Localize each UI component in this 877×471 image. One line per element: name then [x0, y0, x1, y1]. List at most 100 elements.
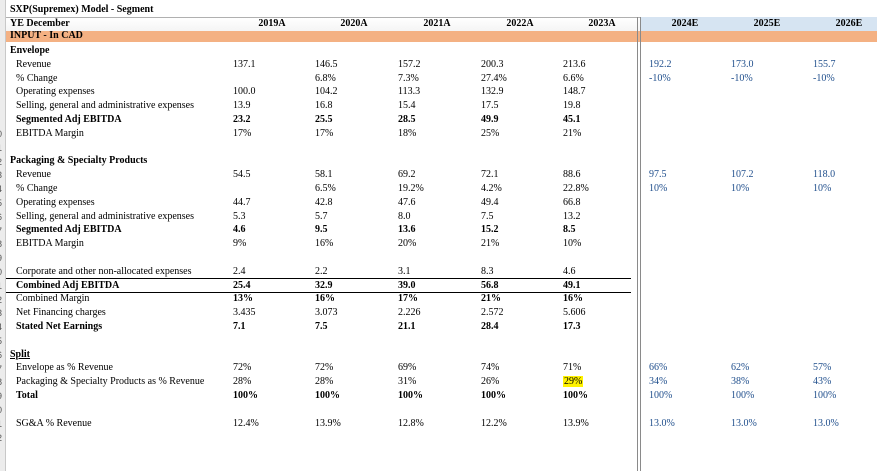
value-cell[interactable]: 100% — [233, 390, 258, 401]
row-label[interactable]: Split — [10, 348, 31, 360]
value-cell[interactable]: 146.5 — [315, 58, 338, 70]
projection-cell[interactable]: 43% — [813, 376, 832, 388]
value-cell[interactable]: 17.3 — [563, 321, 581, 332]
value-cell[interactable]: 28% — [315, 376, 334, 388]
value-cell[interactable]: 8.5 — [563, 224, 576, 236]
row-label[interactable]: Corporate and other non-allocated expens… — [16, 265, 192, 277]
value-cell[interactable]: 25.4 — [233, 279, 251, 291]
value-cell[interactable]: 6.5% — [315, 183, 336, 194]
row-number[interactable]: 5 — [0, 335, 5, 348]
value-cell[interactable]: 7.3% — [398, 72, 419, 84]
row-label[interactable]: Net Financing charges — [16, 307, 106, 319]
value-cell[interactable]: 66.8 — [563, 196, 581, 208]
projection-cell[interactable]: 62% — [731, 362, 750, 374]
projection-cell[interactable]: -10% — [649, 72, 671, 84]
value-cell[interactable]: 23.2 — [233, 114, 251, 125]
row-label[interactable]: Envelope — [10, 45, 50, 56]
year-header-2026e[interactable]: 2026E — [835, 18, 863, 29]
row-label[interactable]: Combined Margin — [16, 293, 90, 305]
row-number[interactable]: 0 — [0, 404, 5, 417]
value-cell[interactable]: 137.1 — [233, 58, 256, 70]
value-cell[interactable]: 71% — [563, 362, 582, 374]
value-cell[interactable]: 2.4 — [233, 265, 246, 277]
value-cell[interactable]: 21.1 — [398, 321, 416, 332]
row-label[interactable]: Revenue — [16, 169, 51, 181]
row-label[interactable]: Revenue — [16, 58, 51, 70]
value-cell[interactable]: 13.9% — [563, 417, 589, 429]
value-cell[interactable]: 10% — [563, 238, 582, 250]
projection-cell[interactable]: 57% — [813, 362, 832, 374]
value-cell[interactable]: 7.5 — [315, 321, 328, 332]
row-label[interactable]: Stated Net Earnings — [16, 321, 103, 332]
projection-cell[interactable]: 38% — [731, 376, 750, 388]
projection-cell[interactable]: 173.0 — [731, 58, 754, 70]
value-cell[interactable]: 2.2 — [315, 265, 328, 277]
value-cell[interactable]: 3.1 — [398, 265, 411, 277]
value-cell[interactable]: 13.6 — [398, 224, 416, 236]
year-header-2021a[interactable]: 2021A — [423, 18, 451, 29]
value-cell[interactable]: 21% — [481, 238, 500, 250]
row-number[interactable]: 7 — [0, 363, 5, 376]
row-label[interactable]: Total — [16, 390, 38, 401]
value-cell[interactable]: 25.5 — [315, 114, 333, 125]
year-header-2023a[interactable]: 2023A — [588, 18, 616, 29]
year-header-2025e[interactable]: 2025E — [753, 18, 781, 29]
row-label[interactable]: Selling, general and administrative expe… — [16, 210, 195, 222]
value-cell[interactable]: 27.4% — [481, 72, 507, 84]
value-cell[interactable]: 13% — [233, 293, 253, 305]
row-number[interactable]: 1 — [0, 142, 5, 155]
value-cell[interactable]: 28% — [233, 376, 252, 388]
projection-cell[interactable]: 10% — [813, 183, 832, 194]
value-cell[interactable]: 7.1 — [233, 321, 246, 332]
row-number[interactable]: 8 — [0, 238, 5, 251]
row-number[interactable]: 0 — [0, 128, 5, 141]
row-label[interactable]: Combined Adj EBITDA — [16, 279, 120, 291]
row-number[interactable]: 9 — [0, 390, 5, 403]
projection-cell[interactable]: 192.2 — [649, 58, 672, 70]
value-cell[interactable]: 28.4 — [481, 321, 499, 332]
projection-cell[interactable]: -10% — [731, 72, 753, 84]
value-cell[interactable]: 16% — [563, 293, 583, 305]
value-cell[interactable]: 72.1 — [481, 169, 499, 181]
value-cell[interactable]: 5.3 — [233, 210, 246, 222]
value-cell[interactable]: 49.4 — [481, 196, 499, 208]
row-number[interactable]: 9 — [0, 252, 5, 265]
value-cell[interactable]: 4.6 — [563, 265, 576, 277]
value-cell[interactable]: 17.5 — [481, 100, 499, 112]
projection-cell[interactable]: 10% — [649, 183, 668, 194]
value-cell[interactable]: 19.8 — [563, 100, 581, 112]
value-cell[interactable]: 15.4 — [398, 100, 416, 112]
row-number[interactable]: 3 — [0, 307, 5, 320]
value-cell[interactable]: 100% — [315, 390, 340, 401]
value-cell[interactable]: 16.8 — [315, 100, 333, 112]
value-cell[interactable]: 72% — [233, 362, 252, 374]
value-cell[interactable]: 56.8 — [481, 279, 499, 291]
row-number[interactable]: 1 — [0, 280, 5, 293]
value-cell[interactable]: 32.9 — [315, 279, 333, 291]
row-label[interactable]: SG&A % Revenue — [16, 417, 92, 429]
value-cell[interactable]: 148.7 — [563, 86, 586, 98]
value-cell[interactable]: 20% — [398, 238, 417, 250]
value-cell[interactable]: 44.7 — [233, 196, 251, 208]
value-cell[interactable]: 25% — [481, 127, 500, 139]
year-header-2019a[interactable]: 2019A — [258, 18, 286, 29]
row-number[interactable]: 2 — [0, 294, 5, 307]
row-number[interactable]: 1 — [0, 418, 5, 431]
row-number[interactable]: 4 — [0, 321, 5, 334]
projection-cell[interactable]: 100% — [649, 390, 673, 401]
value-cell[interactable]: 5.606 — [563, 307, 586, 319]
value-cell[interactable]: 9.5 — [315, 224, 328, 236]
row-number[interactable]: 6 — [0, 211, 5, 224]
value-cell[interactable]: 54.5 — [233, 169, 251, 181]
projection-cell[interactable]: -10% — [813, 72, 835, 84]
value-cell[interactable]: 5.7 — [315, 210, 328, 222]
value-cell[interactable]: 28.5 — [398, 114, 416, 125]
row-label[interactable]: Packaging & Specialty Products as % Reve… — [16, 376, 205, 388]
row-number[interactable]: 4 — [0, 183, 5, 196]
value-cell[interactable]: 8.3 — [481, 265, 494, 277]
projection-cell[interactable]: 100% — [731, 390, 755, 401]
projection-cell[interactable]: 13.0% — [649, 417, 675, 429]
value-cell[interactable]: 42.8 — [315, 196, 333, 208]
value-cell[interactable]: 45.1 — [563, 114, 581, 125]
value-cell[interactable]: 31% — [398, 376, 417, 388]
